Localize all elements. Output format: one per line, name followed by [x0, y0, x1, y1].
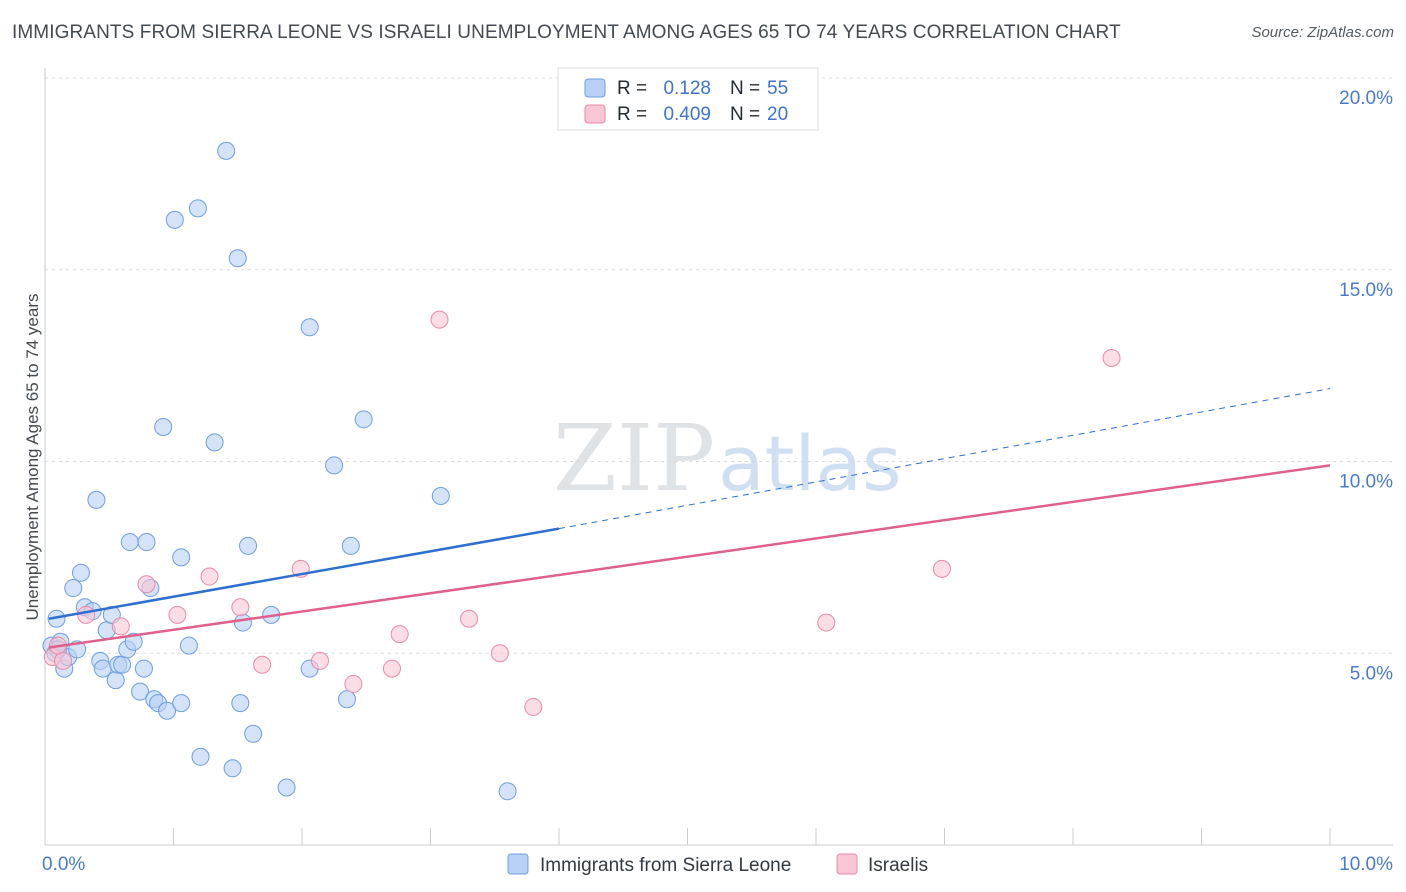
legend-r-label: R = — [617, 104, 647, 125]
y-tick-label-2: 15.0% — [1339, 280, 1393, 301]
point-israelis-8 — [231, 598, 250, 617]
point-israelis-11 — [310, 651, 329, 670]
point-sierra-leone-50 — [341, 536, 360, 555]
y-tick-label-1: 10.0% — [1339, 472, 1393, 493]
point-israelis-21 — [1102, 348, 1121, 367]
point-sierra-leone-29 — [158, 701, 177, 720]
point-israelis-14 — [390, 625, 409, 644]
trend-lines — [48, 388, 1331, 649]
point-sierra-leone-45 — [277, 778, 296, 797]
chart-title: IMMIGRANTS FROM SIERRA LEONE VS ISRAELI … — [12, 22, 1121, 43]
point-israelis-5 — [137, 575, 156, 594]
y-axis-title: Unemployment Among Ages 65 to 74 years — [23, 294, 42, 621]
series-legend-label-sierra-leone: Immigrants from Sierra Leone — [540, 855, 791, 876]
point-sierra-leone-20 — [120, 533, 139, 552]
point-sierra-leone-51 — [354, 410, 373, 429]
point-sierra-leone-33 — [179, 636, 198, 655]
point-israelis-9 — [253, 655, 272, 674]
point-sierra-leone-53 — [498, 782, 517, 801]
legend-r-value: 0.128 — [663, 78, 711, 99]
point-israelis-15 — [430, 310, 449, 329]
point-israelis-16 — [460, 609, 479, 628]
point-sierra-leone-49 — [337, 690, 356, 709]
y-tick-labels: 5.0% 10.0% 15.0% 20.0% — [1339, 88, 1393, 684]
point-sierra-leone-18 — [113, 655, 132, 674]
watermark-zip: ZIP — [553, 405, 715, 512]
point-sierra-leone-34 — [188, 199, 207, 218]
series-legend-swatch-israelis — [836, 853, 858, 875]
correlation-legend: R = 0.128 N = 55 R = 0.409 N = 20 — [557, 67, 819, 131]
legend-r-value: 0.409 — [663, 104, 711, 125]
point-sierra-leone-23 — [134, 659, 153, 678]
point-israelis-20 — [932, 559, 951, 578]
point-sierra-leone-52 — [431, 487, 450, 506]
legend-n-label: N = — [730, 78, 760, 99]
x-tick-label-min: 0.0% — [42, 854, 85, 875]
point-sierra-leone-21 — [124, 632, 143, 651]
legend-swatch-israelis — [584, 104, 606, 124]
point-sierra-leone-16 — [106, 671, 125, 690]
axes — [44, 68, 1393, 846]
x-ticks — [44, 828, 1331, 845]
series-legend-swatch-sierra-leone — [507, 853, 529, 875]
point-sierra-leone-22 — [131, 682, 150, 701]
y-tick-label-3: 20.0% — [1339, 88, 1393, 109]
point-sierra-leone-41 — [233, 613, 252, 632]
point-sierra-leone-46 — [300, 318, 319, 337]
point-israelis-13 — [382, 659, 401, 678]
point-israelis-12 — [344, 674, 363, 693]
y-tick-label-0: 5.0% — [1350, 663, 1393, 684]
point-israelis-6 — [168, 605, 187, 624]
point-sierra-leone-8 — [71, 563, 90, 582]
point-sierra-leone-48 — [325, 456, 344, 475]
point-sierra-leone-40 — [231, 694, 250, 713]
legend-swatch-sierra-leone — [584, 78, 606, 98]
watermark: ZIP atlas — [553, 405, 902, 512]
point-sierra-leone-31 — [172, 548, 191, 567]
trend-line-sierra-leone — [48, 527, 560, 620]
point-sierra-leone-24 — [137, 533, 156, 552]
point-israelis-18 — [524, 697, 543, 716]
legend-r-label: R = — [617, 78, 647, 99]
point-israelis-2 — [53, 651, 72, 670]
point-sierra-leone-38 — [223, 759, 242, 778]
point-sierra-leone-43 — [244, 724, 263, 743]
trend-extension-sierra-leone — [558, 388, 1331, 530]
point-sierra-leone-28 — [154, 417, 173, 436]
series-legend-label-israelis: Israelis — [868, 855, 928, 876]
point-israelis-3 — [77, 605, 96, 624]
watermark-atlas: atlas — [718, 419, 902, 508]
point-sierra-leone-32 — [172, 694, 191, 713]
legend-n-value: 55 — [767, 78, 788, 99]
point-sierra-leone-11 — [87, 490, 106, 509]
series-points — [42, 141, 1121, 801]
point-israelis-7 — [200, 567, 219, 586]
grid-lines — [45, 77, 1393, 654]
point-sierra-leone-36 — [205, 433, 224, 452]
point-israelis-4 — [111, 617, 130, 636]
chart-source: Source: ZipAtlas.com — [1251, 24, 1394, 41]
point-sierra-leone-37 — [217, 141, 236, 160]
point-sierra-leone-42 — [239, 536, 258, 555]
point-sierra-leone-2 — [47, 609, 66, 628]
point-israelis-17 — [490, 644, 509, 663]
x-tick-label-max: 10.0% — [1339, 854, 1393, 875]
point-sierra-leone-6 — [64, 579, 83, 598]
legend-n-value: 20 — [767, 104, 788, 125]
series-legend: Immigrants from Sierra Leone Israelis — [507, 853, 928, 876]
point-israelis-19 — [817, 613, 836, 632]
legend-n-label: N = — [730, 104, 760, 125]
point-sierra-leone-35 — [191, 747, 210, 766]
trend-line-israelis — [48, 464, 1331, 649]
point-sierra-leone-39 — [228, 249, 247, 268]
point-sierra-leone-30 — [165, 210, 184, 229]
